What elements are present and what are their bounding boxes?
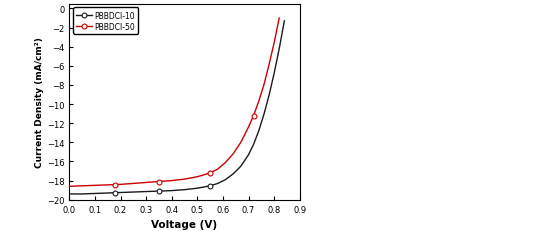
Y-axis label: Current Density (mA/cm²): Current Density (mA/cm²)	[35, 37, 44, 167]
Legend: PBBDCI-10, PBBDCI-50: PBBDCI-10, PBBDCI-50	[73, 8, 138, 35]
X-axis label: Voltage (V): Voltage (V)	[152, 219, 218, 229]
